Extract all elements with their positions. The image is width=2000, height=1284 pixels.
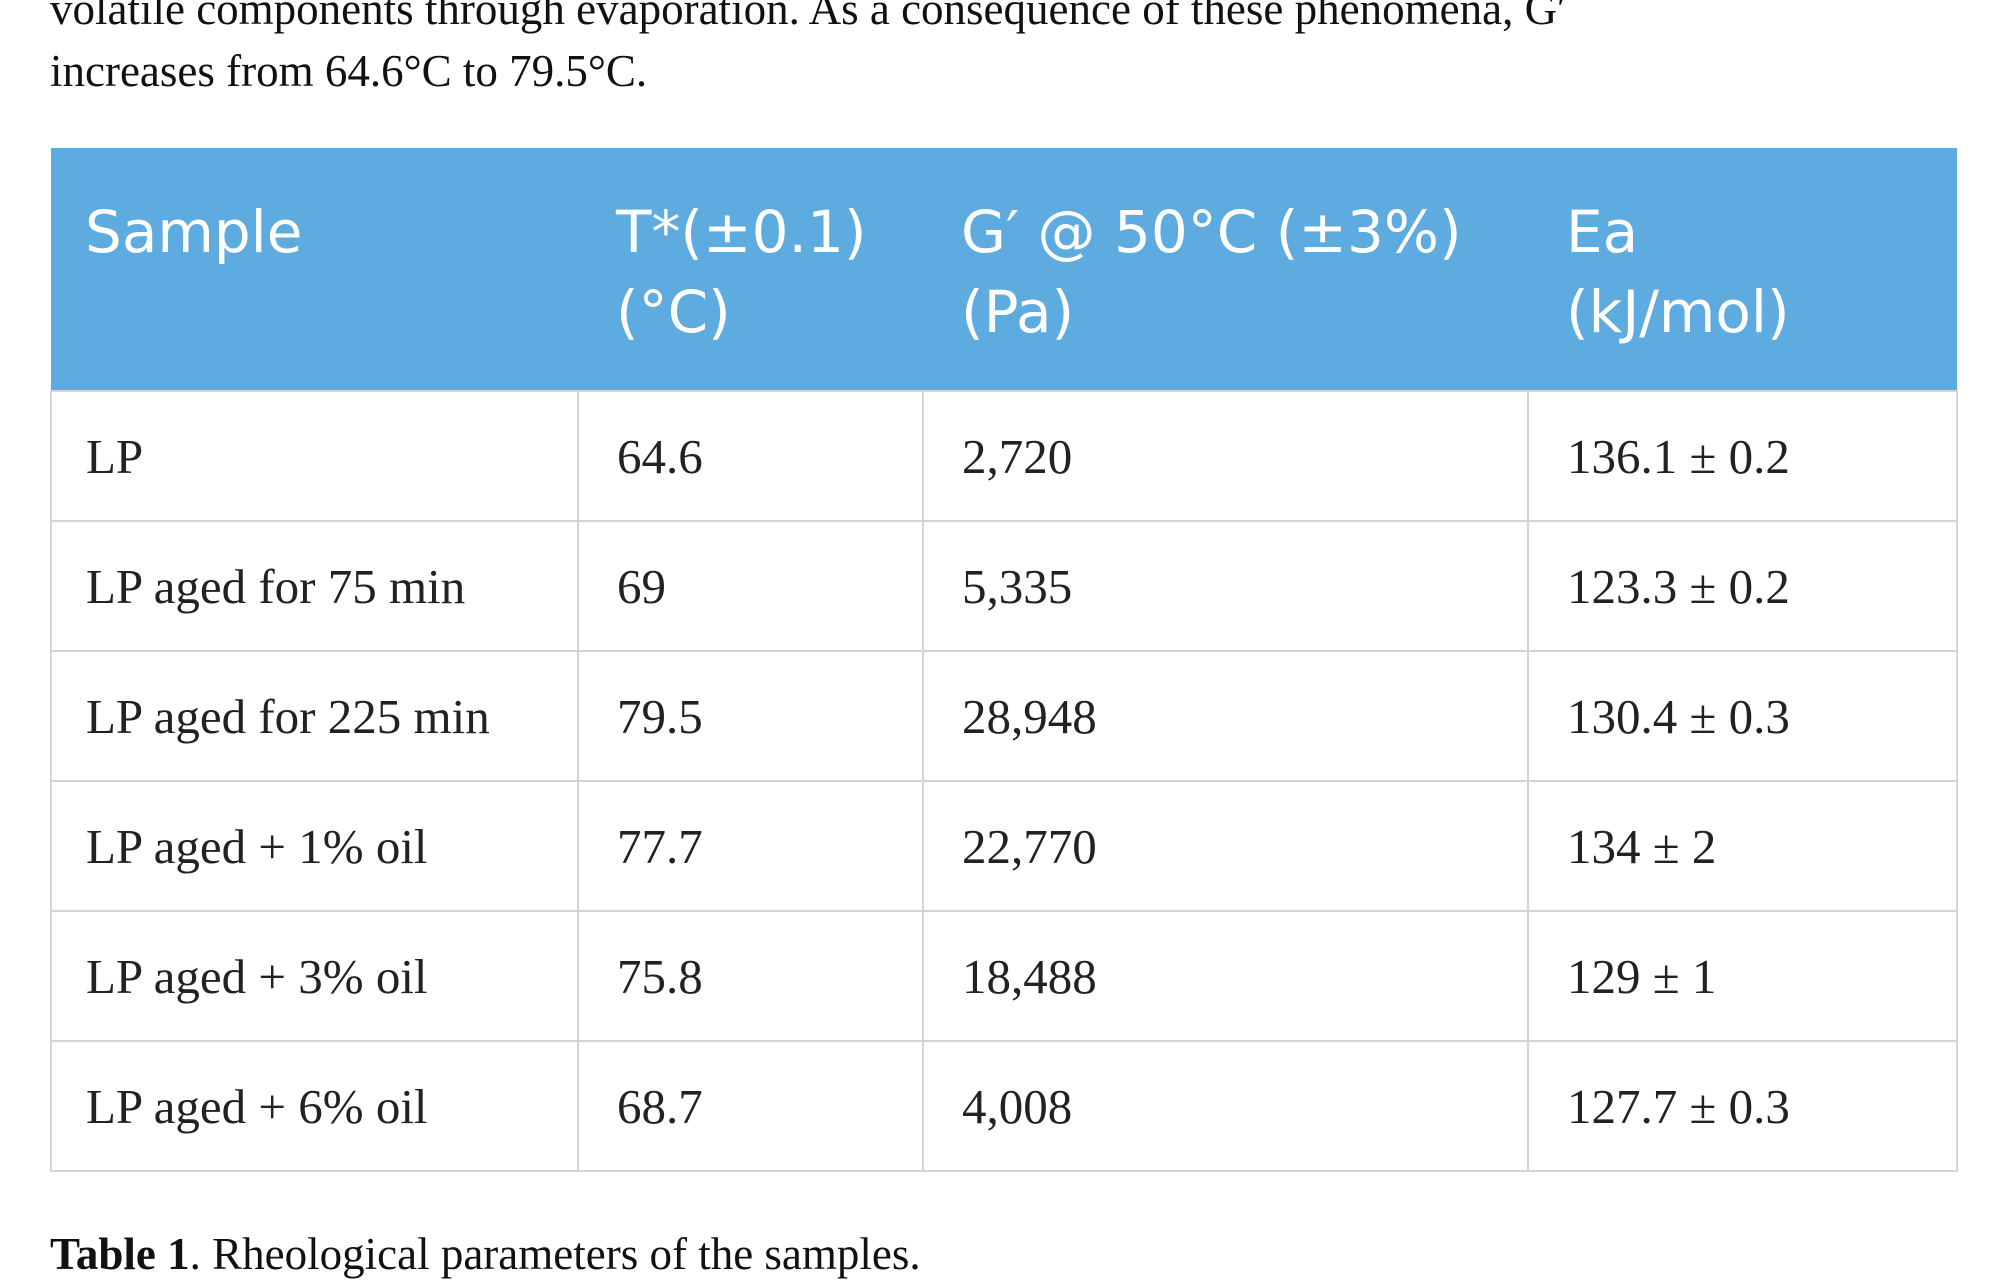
table-row: LP aged + 3% oil 75.8 18,488 129 ± 1 — [50, 910, 1958, 1042]
table-row: LP aged + 6% oil 68.7 4,008 127.7 ± 0.3 — [50, 1040, 1958, 1172]
cell-storage-modulus: 5,335 — [922, 520, 1529, 652]
cell-storage-modulus: 28,948 — [922, 650, 1529, 782]
cell-storage-modulus: 18,488 — [922, 910, 1529, 1042]
cell-temperature: 75.8 — [577, 910, 924, 1042]
table-caption-label: Table 1 — [50, 1229, 190, 1279]
header-sample-line1: Sample — [85, 198, 303, 266]
cell-activation-energy: 130.4 ± 0.3 — [1527, 650, 1958, 782]
cell-storage-modulus: 4,008 — [922, 1040, 1529, 1172]
cell-activation-energy: 123.3 ± 0.2 — [1527, 520, 1958, 652]
header-temperature: T*(±0.1) (°C) — [578, 148, 923, 391]
cell-sample: LP aged + 6% oil — [50, 1040, 579, 1172]
intro-paragraph: volatile components through evaporation.… — [50, 0, 1970, 102]
table-caption: Table 1. Rheological parameters of the s… — [50, 1224, 921, 1284]
intro-line-1: volatile components through evaporation.… — [50, 0, 1567, 34]
rheology-table-container: Sample T*(±0.1) (°C) G′ @ 50°C (±3%) (Pa… — [50, 148, 1958, 1172]
header-temperature-line2: (°C) — [616, 278, 731, 346]
table-row: LP 64.6 2,720 136.1 ± 0.2 — [50, 390, 1958, 522]
cell-activation-energy: 134 ± 2 — [1527, 780, 1958, 912]
cell-sample: LP aged for 225 min — [50, 650, 579, 782]
intro-line-2: increases from 64.6°C to 79.5°C. — [50, 46, 648, 96]
cell-temperature: 64.6 — [577, 390, 924, 522]
cell-storage-modulus: 2,720 — [922, 390, 1529, 522]
header-activation-energy: Ea (kJ/mol) — [1528, 148, 1957, 391]
header-storage-modulus: G′ @ 50°C (±3%) (Pa) — [923, 148, 1528, 391]
header-activation-energy-line2: (kJ/mol) — [1566, 278, 1790, 346]
table-caption-text: . Rheological parameters of the samples. — [189, 1229, 921, 1279]
cell-temperature: 69 — [577, 520, 924, 652]
table-row: LP aged + 1% oil 77.7 22,770 134 ± 2 — [50, 780, 1958, 912]
table-header-row: Sample T*(±0.1) (°C) G′ @ 50°C (±3%) (Pa… — [51, 148, 1957, 391]
table-row: LP aged for 225 min 79.5 28,948 130.4 ± … — [50, 650, 1958, 782]
cell-sample: LP aged + 3% oil — [50, 910, 579, 1042]
cell-sample: LP — [50, 390, 579, 522]
cell-storage-modulus: 22,770 — [922, 780, 1529, 912]
cell-sample: LP aged for 75 min — [50, 520, 579, 652]
header-storage-modulus-line2: (Pa) — [961, 278, 1075, 346]
rheology-table: Sample T*(±0.1) (°C) G′ @ 50°C (±3%) (Pa… — [50, 148, 1958, 1172]
header-temperature-line1: T*(±0.1) — [616, 198, 867, 266]
cell-temperature: 68.7 — [577, 1040, 924, 1172]
header-activation-energy-line1: Ea — [1566, 198, 1639, 266]
header-storage-modulus-line1: G′ @ 50°C (±3%) — [961, 198, 1462, 266]
cell-activation-energy: 127.7 ± 0.3 — [1527, 1040, 1958, 1172]
table-row: LP aged for 75 min 69 5,335 123.3 ± 0.2 — [50, 520, 1958, 652]
cell-temperature: 77.7 — [577, 780, 924, 912]
header-sample: Sample — [51, 148, 578, 391]
cell-activation-energy: 136.1 ± 0.2 — [1527, 390, 1958, 522]
cell-temperature: 79.5 — [577, 650, 924, 782]
cell-activation-energy: 129 ± 1 — [1527, 910, 1958, 1042]
cell-sample: LP aged + 1% oil — [50, 780, 579, 912]
